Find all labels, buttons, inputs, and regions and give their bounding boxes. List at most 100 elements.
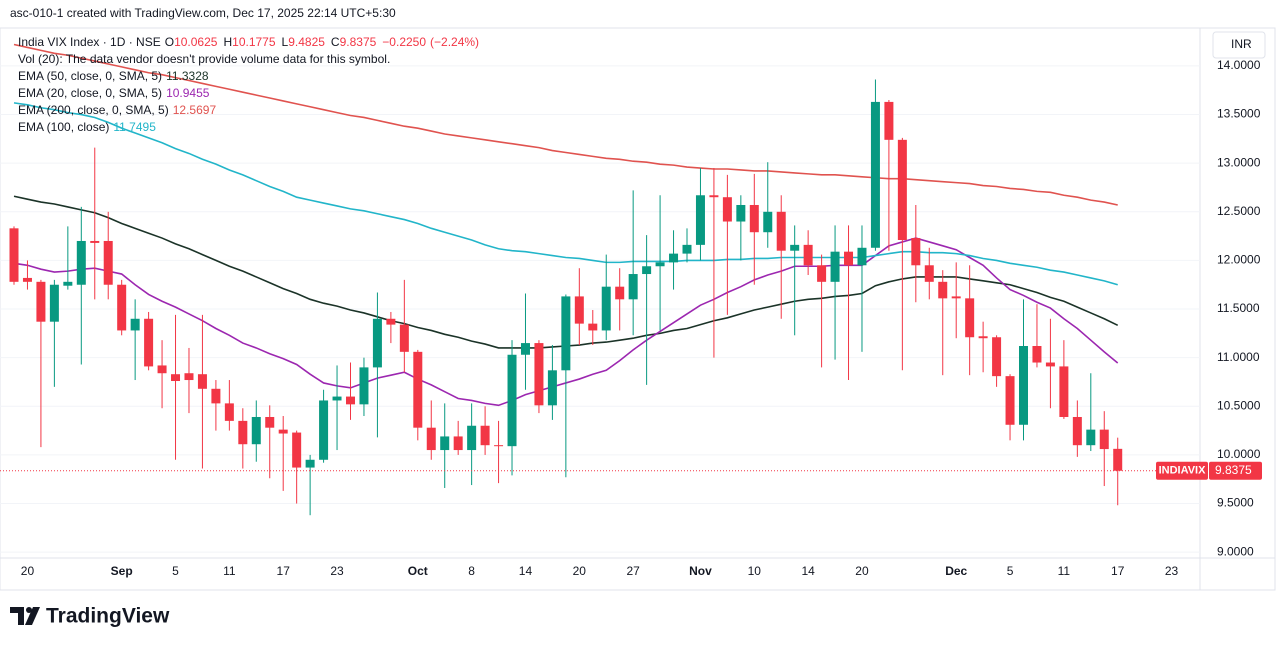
- x-tick-label: 5: [1007, 564, 1014, 578]
- x-tick-label: 14: [801, 564, 815, 578]
- ohlc-label: C: [330, 35, 340, 49]
- ohlc-item: O10.0625: [165, 35, 218, 49]
- candle-body: [803, 244, 813, 266]
- candle-body: [224, 403, 234, 421]
- x-tick-label: Sep: [111, 564, 133, 578]
- candle-body: [574, 296, 584, 324]
- candle-body: [211, 388, 221, 404]
- x-tick-label: 23: [1165, 564, 1179, 578]
- candle-body: [722, 197, 732, 222]
- x-tick-label: 20: [573, 564, 587, 578]
- candle-body: [695, 195, 705, 245]
- y-tick-label: 12.0000: [1217, 253, 1261, 267]
- candle-body: [776, 211, 786, 251]
- candle-body: [897, 139, 907, 240]
- y-tick-label: 14.0000: [1217, 58, 1261, 72]
- ohlc-label: L: [281, 35, 289, 49]
- candle-body: [911, 238, 921, 266]
- candle-body: [63, 281, 73, 286]
- candle-body: [870, 101, 880, 248]
- x-tick-label: 11: [1058, 564, 1071, 578]
- legend-value: 12.5697: [172, 103, 217, 117]
- candle-body: [1086, 429, 1096, 446]
- symbol-tag: [1156, 461, 1208, 480]
- candle-body: [817, 265, 827, 282]
- candle-body: [844, 251, 854, 266]
- brand-name: TradingView: [46, 605, 170, 628]
- candle-body: [642, 266, 652, 275]
- x-tick-label: 23: [330, 564, 344, 578]
- candle-body: [561, 296, 571, 371]
- candle-body: [790, 244, 800, 251]
- y-tick-label: 9.0000: [1217, 544, 1254, 558]
- candle-body: [426, 427, 436, 451]
- y-tick-label: 12.5000: [1217, 204, 1261, 218]
- candle-body: [440, 436, 450, 451]
- logo-mark: [25, 607, 40, 625]
- candle-body: [130, 318, 140, 331]
- legend-name: EMA (20, close, 0, SMA, 5): [18, 86, 163, 100]
- x-tick-label: Dec: [945, 564, 967, 578]
- candle-body: [709, 195, 719, 198]
- ohlc-value: 10.1775: [232, 35, 276, 49]
- candle-body: [628, 274, 638, 300]
- plot-area: [0, 43, 1156, 516]
- candle-body: [36, 281, 46, 322]
- ohlc-label: O: [164, 35, 175, 49]
- candle-body: [90, 240, 100, 243]
- candle-body: [49, 284, 59, 322]
- currency-label: INR: [1231, 37, 1252, 51]
- candle-body: [588, 323, 598, 331]
- candle-body: [1113, 448, 1123, 471]
- ohlc-value: 10.0625: [174, 35, 218, 49]
- candle-body: [1032, 346, 1042, 363]
- candle-body: [346, 396, 355, 405]
- grid: [0, 65, 1200, 553]
- candle-body: [251, 416, 261, 445]
- ohlc-item: L9.4825: [282, 35, 325, 49]
- candle-body: [857, 247, 867, 266]
- price-tag-label: 9.8375: [1215, 463, 1252, 477]
- candle-body: [171, 374, 181, 382]
- x-tick-label: 17: [277, 564, 291, 578]
- x-tick-label: 14: [519, 564, 533, 578]
- candle-body: [736, 204, 746, 222]
- candle-body: [103, 240, 113, 285]
- header: asc-010-1 created with TradingView.com, …: [10, 6, 396, 20]
- candle-body: [144, 318, 154, 367]
- candle-body: [332, 396, 342, 401]
- candle-body: [1072, 416, 1082, 446]
- brand-logo: TradingView: [10, 605, 170, 628]
- candle-body: [278, 429, 288, 434]
- x-tick-label: Nov: [689, 564, 712, 578]
- candle-body: [238, 420, 248, 445]
- candle-body: [467, 425, 477, 451]
- candle-body: [1045, 362, 1055, 367]
- legend-entry: EMA (200, close, 0, SMA, 5) 12.5697: [18, 102, 483, 119]
- candle-body: [520, 343, 530, 355]
- candle-body: [453, 436, 463, 451]
- candle-body: [1099, 429, 1109, 450]
- candle-body: [615, 286, 625, 300]
- symbol-title: India VIX Index · 1D · NSE: [18, 35, 161, 49]
- x-tick-label: 10: [748, 564, 762, 578]
- candle-body: [749, 204, 759, 233]
- ohlc-item: H10.1775: [223, 35, 275, 49]
- candle-body: [534, 343, 544, 406]
- candle-body: [669, 253, 679, 263]
- legend-value: 11.7495: [113, 120, 156, 134]
- candle-body: [117, 284, 127, 331]
- x-tick-label: 20: [21, 564, 35, 578]
- legend-name: EMA (200, close, 0, SMA, 5): [18, 103, 169, 117]
- ema-line: [13, 43, 1118, 206]
- candle-body: [305, 459, 315, 468]
- candle-body: [1019, 346, 1028, 425]
- candle-body: [413, 351, 423, 428]
- x-tick-label: 5: [172, 564, 179, 578]
- candle-body: [938, 281, 948, 299]
- candle-body: [763, 211, 773, 233]
- candle-body: [965, 298, 975, 338]
- candle-body: [386, 318, 396, 325]
- chart-frame: [0, 27, 1276, 591]
